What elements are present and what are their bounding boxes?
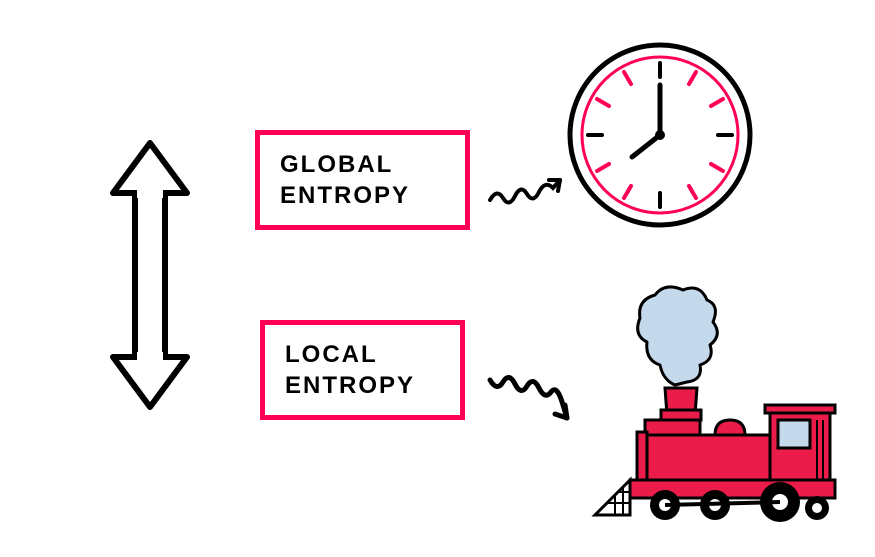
global-entropy-box: GLOBAL ENTROPY — [255, 130, 470, 230]
local-line2: ENTROPY — [285, 370, 440, 401]
train-icon — [555, 280, 845, 535]
clock-icon — [560, 35, 760, 240]
local-line1: LOCAL — [285, 339, 440, 370]
global-line2: ENTROPY — [280, 180, 445, 211]
double-arrow-icon — [95, 135, 205, 420]
local-entropy-box: LOCAL ENTROPY — [260, 320, 465, 420]
global-line1: GLOBAL — [280, 149, 445, 180]
